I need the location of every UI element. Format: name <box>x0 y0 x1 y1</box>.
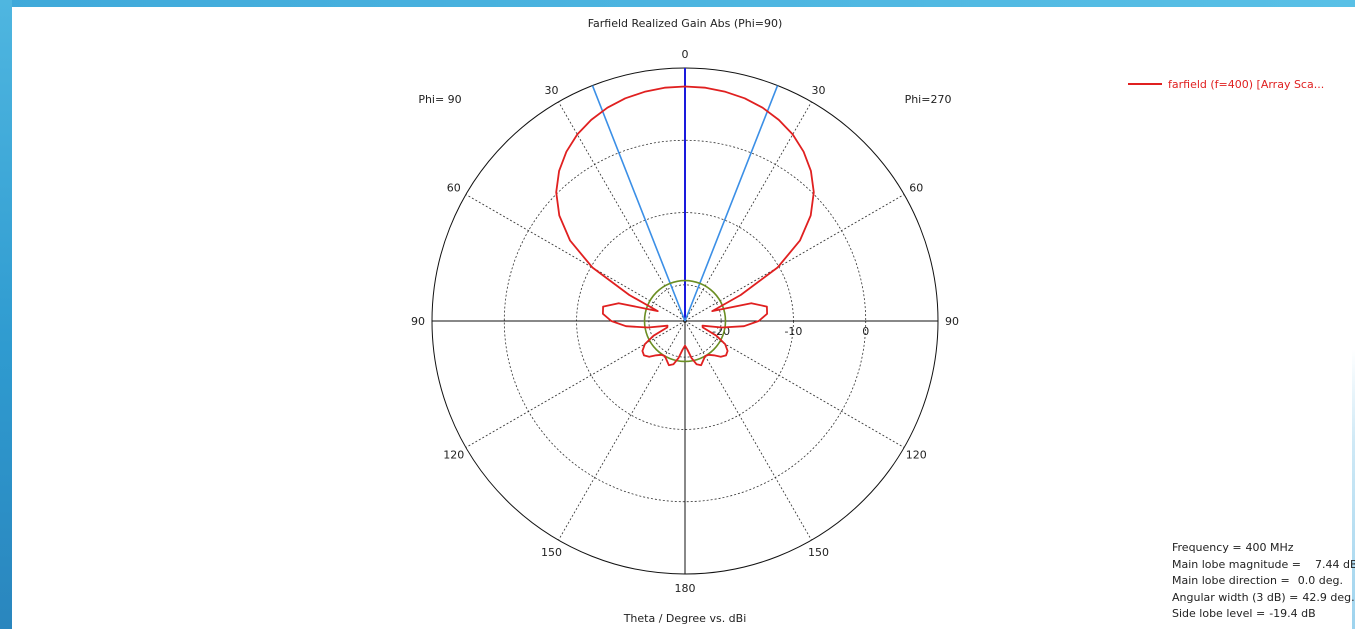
left-half-label: Phi= 90 <box>418 93 461 106</box>
legend: farfield (f=400) [Array Sca... <box>1128 76 1324 92</box>
info-value: 400 MHz <box>1245 541 1294 554</box>
window-left-border <box>0 0 12 629</box>
info-row-main-lobe-direction: Main lobe direction = 0.0 deg. <box>1172 573 1354 590</box>
series-layer <box>555 85 815 367</box>
info-value: 7.44 dB <box>1315 557 1355 571</box>
info-label: Angular width (3 dB) = <box>1172 590 1299 604</box>
info-value: 42.9 deg. <box>1302 590 1355 604</box>
angular-grid-spoke <box>684 320 812 541</box>
angle-tick-label: 180 <box>675 582 696 595</box>
angle-tick-label: 30 <box>545 84 559 97</box>
angle-tick-label: 90 <box>945 315 959 328</box>
chart-title: Farfield Realized Gain Abs (Phi=90) <box>588 17 783 30</box>
info-row-side-lobe-level: Side lobe level = -19.4 dB <box>1172 606 1354 623</box>
angle-tick-label: 150 <box>808 546 829 559</box>
info-value: 0.0 deg. <box>1297 574 1343 587</box>
annotation-lines <box>591 68 779 363</box>
radial-tick-label: 0 <box>862 325 869 338</box>
angular-grid-spoke <box>558 320 686 541</box>
angle-tick-label: 90 <box>411 315 425 328</box>
x-axis-label: Theta / Degree vs. dBi <box>623 612 747 625</box>
info-label: Side lobe level = <box>1172 607 1266 620</box>
angle-tick-label: 150 <box>541 546 562 559</box>
right-half-label: Phi=270 <box>905 93 952 106</box>
angle-tick-label: 60 <box>909 182 923 195</box>
angle-tick-label: 60 <box>447 182 461 195</box>
beamwidth-line <box>684 85 779 322</box>
angle-tick-label: 30 <box>812 84 826 97</box>
info-label: Frequency = <box>1172 541 1242 554</box>
angular-grid-spoke <box>465 320 686 448</box>
info-row-main-lobe-magnitude: Main lobe magnitude = 7.44 dB <box>1172 557 1355 574</box>
legend-entry-label: farfield (f=400) [Array Sca... <box>1168 77 1325 91</box>
info-label: Main lobe magnitude = <box>1172 557 1302 571</box>
window-top-border <box>0 0 1355 7</box>
legend-swatch <box>1128 83 1162 85</box>
angular-grid-spoke <box>465 194 686 322</box>
results-info-panel: Frequency = 400 MHz Main lobe magnitude … <box>1172 540 1355 623</box>
angular-grid-spoke <box>684 194 905 322</box>
beamwidth-line <box>591 85 686 322</box>
series-line <box>555 85 815 367</box>
info-label: Main lobe direction = <box>1172 574 1290 587</box>
info-row-frequency: Frequency = 400 MHz <box>1172 540 1354 557</box>
info-row-angular-width: Angular width (3 dB) = 42.9 deg. <box>1172 590 1355 607</box>
radial-tick-label: -10 <box>784 325 802 338</box>
angle-tick-label: 0 <box>682 48 689 61</box>
side-lobe-level-circle <box>643 279 727 363</box>
angle-tick-label: 120 <box>906 449 927 462</box>
window-right-border <box>1352 7 1355 629</box>
angle-tick-label: 120 <box>443 449 464 462</box>
info-value: -19.4 dB <box>1269 607 1316 620</box>
angular-grid-spoke <box>684 320 905 448</box>
